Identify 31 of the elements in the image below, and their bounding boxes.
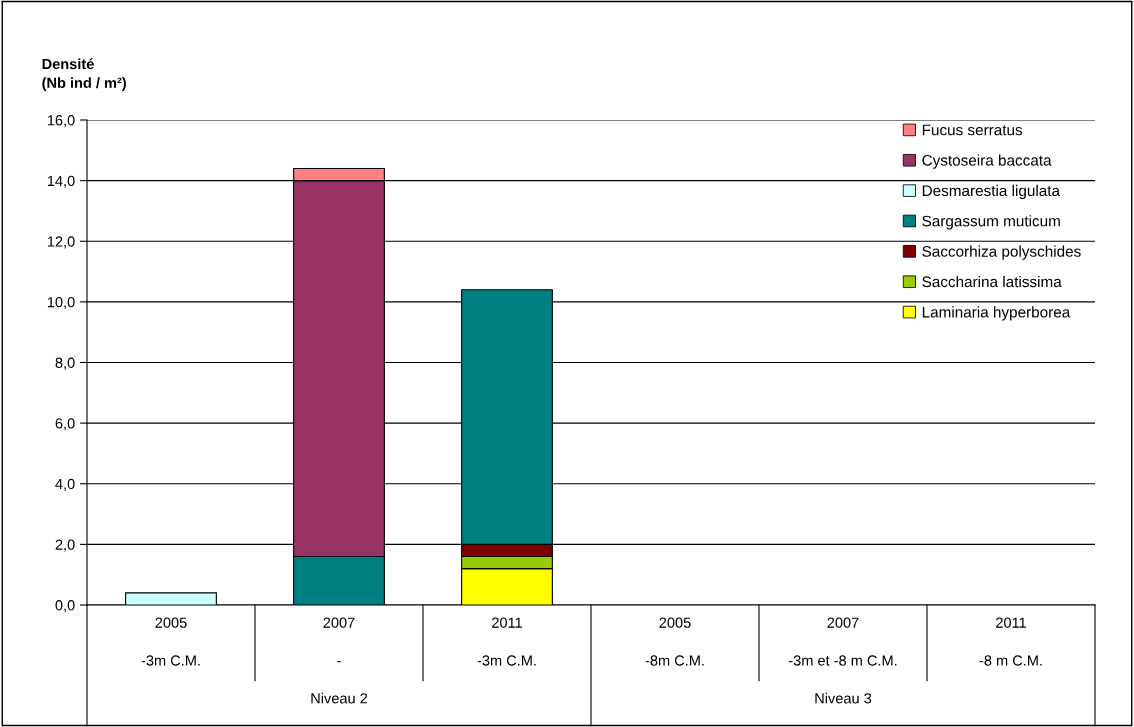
text: - [337,661,341,663]
y-tick-label: 2,0 [55,539,75,552]
text: -3m et -8 m C.M. [788,655,897,666]
y-tick-label: 8,0 [55,357,75,370]
y-tick-label: 10,0 [47,296,75,310]
y-tick-label: 4,0 [55,478,75,491]
text: -8 m C.M. [979,655,1042,666]
x-tick-label: 2011 [492,617,522,628]
legend-label: Desmarestia ligulata [922,184,1061,200]
y-tick-label: 14,0 [47,175,75,188]
x-tick-label: 2011 [996,617,1026,628]
text: -3m C.M. [141,655,200,666]
legend-label: Saccharina latissima [922,275,1062,288]
text: -3m C.M. [477,655,536,666]
legend-label: Cystoseira baccata [922,154,1052,169]
x-tick-label: 2007 [323,617,355,628]
legend-label: Fucus serratus [922,124,1023,136]
text: -8m C.M. [645,655,704,666]
x-tick-label: 2005 [155,617,187,628]
text: Niveau 2 [311,692,368,704]
y-tick-label: 12,0 [47,236,75,249]
legend-label: Laminaria hyperborea [922,306,1071,321]
y-tick-label: 16,0 [47,115,75,128]
y-tick-label: 6,0 [55,418,75,431]
x-tick-label: 2007 [827,617,859,628]
legend-label: Saccorhiza polyschides [922,245,1081,260]
text: Niveau 3 [815,692,872,704]
legend-label: Sargassum muticum [922,215,1060,230]
y-tick-label: 0,0 [55,600,75,613]
y-axis-title: Densité (Nb ind / m²) [42,58,126,91]
x-tick-label: 2005 [659,617,691,628]
